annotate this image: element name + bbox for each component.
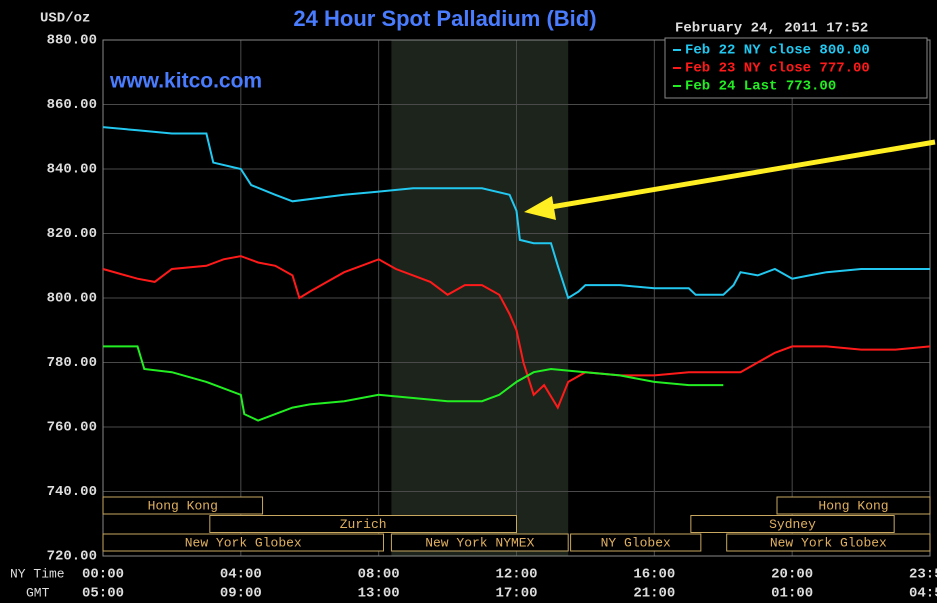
session-label: Hong Kong [818, 498, 888, 513]
x-tick-label: 12:00 [495, 567, 537, 583]
chart-title: 24 Hour Spot Palladium (Bid) [293, 6, 596, 31]
series-line [103, 345, 724, 422]
session-box [570, 533, 702, 552]
gmt-tick-label: 05:00 [82, 586, 124, 602]
gmt-tick-label: 01:00 [771, 586, 813, 602]
y-tick-label: 740.00 [47, 484, 97, 500]
y-tick-label: 880.00 [47, 33, 97, 49]
arrow-line [544, 139, 936, 211]
gmt-tick-label: 17:00 [495, 586, 537, 602]
x-tick-label: 00:00 [82, 567, 124, 583]
x-row-label: GMT [26, 585, 50, 600]
y-tick-label: 800.00 [47, 291, 97, 307]
session-label: New York NYMEX [425, 535, 534, 550]
session-label: Zurich [340, 517, 387, 532]
date-label: February 24, 2011 17:52 [675, 21, 868, 37]
session-box [390, 533, 569, 552]
x-tick-label: 20:00 [771, 567, 813, 583]
plot-area: 720.00 740.00 760.00 780.00 800.00 820.00 840.… [47, 33, 937, 602]
session-label: Hong Kong [148, 498, 218, 513]
legend-box [664, 37, 928, 99]
source-label: www.kitco.com [109, 70, 262, 93]
y-tick-label: 720.00 [47, 549, 97, 565]
legend-entry: Feb 22 NY close 800.00 [685, 43, 870, 59]
y-tick-label: 820.00 [47, 226, 97, 242]
session-label: New York Globex [770, 535, 887, 550]
x-row-label: NY Time [10, 566, 65, 581]
series-line [102, 255, 931, 410]
x-tick-label: 04:00 [220, 567, 262, 583]
session-label: New York Globex [185, 535, 302, 550]
x-tick-label: 23:59 [909, 567, 937, 583]
session-box [690, 515, 895, 533]
legend-entry: Feb 24 Last 773.00 [685, 79, 836, 95]
session-box [102, 533, 384, 552]
gmt-tick-label: 04:59 [909, 586, 937, 602]
session-box [102, 496, 264, 515]
y-tick-label: 840.00 [47, 162, 97, 178]
x-tick-label: 08:00 [358, 567, 400, 583]
arrow-head [524, 196, 556, 220]
y-tick-label: 860.00 [47, 97, 97, 113]
arrow-annotation [524, 139, 936, 220]
session-box [209, 515, 517, 533]
y-tick-label: 780.00 [47, 355, 97, 371]
y-axis-label: USD/oz [40, 11, 90, 27]
y-tick-label: 760.00 [47, 420, 97, 436]
gmt-tick-label: 09:00 [220, 586, 262, 602]
gmt-tick-label: 21:00 [633, 586, 675, 602]
x-tick-label: 16:00 [633, 567, 675, 583]
session-label: Sydney [769, 517, 816, 532]
plot-border [102, 39, 931, 557]
session-box [726, 533, 931, 552]
gmt-tick-label: 13:00 [358, 586, 400, 602]
session-label: NY Globex [601, 535, 671, 550]
session-box [776, 496, 931, 515]
legend-entry: Feb 23 NY close 777.00 [685, 61, 870, 77]
series-line [102, 126, 930, 300]
